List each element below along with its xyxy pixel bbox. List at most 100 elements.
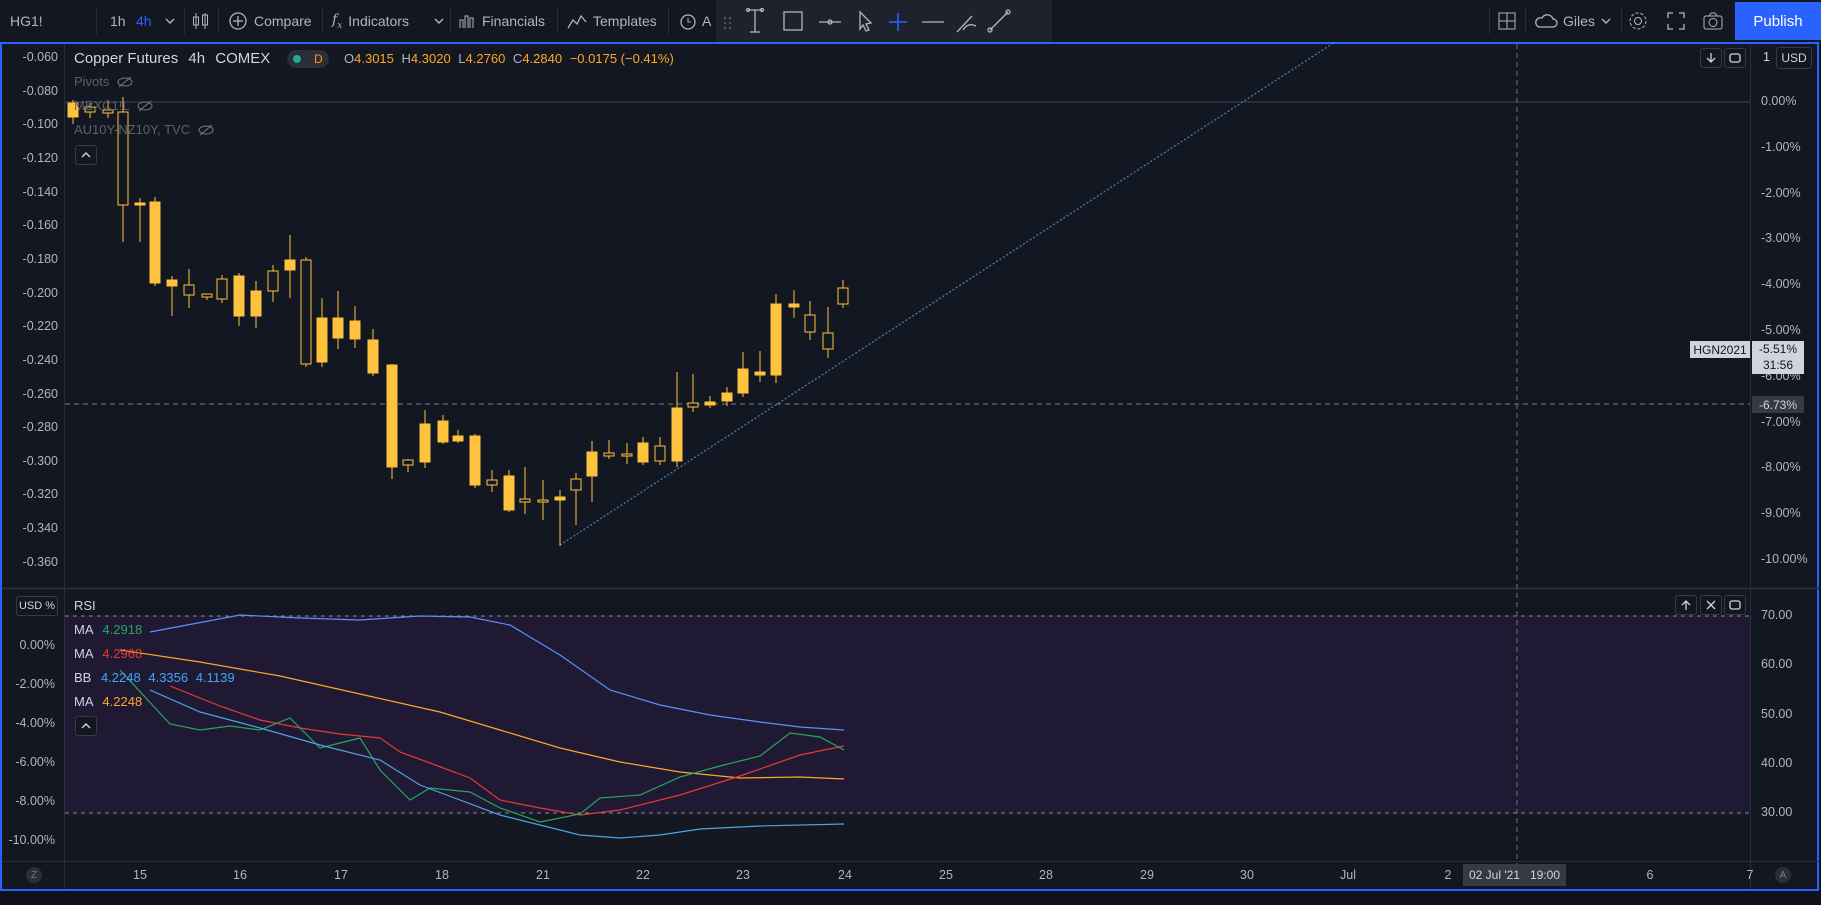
eye-hidden-icon[interactable] xyxy=(117,76,133,88)
candle xyxy=(503,470,515,512)
interval-dropdown-icon[interactable] xyxy=(164,0,176,42)
financials-button[interactable]: Financials xyxy=(458,0,545,42)
indicators-label: Indicators xyxy=(348,13,409,29)
currency-label: USD xyxy=(1781,51,1807,65)
time-axis-tick-label: Jul xyxy=(1340,868,1356,882)
layout-button[interactable] xyxy=(1497,0,1517,42)
collapse-legend-button[interactable] xyxy=(75,145,97,165)
candle xyxy=(149,197,161,286)
rsi-study-ma-3[interactable]: MA 4.2248 xyxy=(74,694,142,709)
study-legend-au10y[interactable]: AU10Y-NZ10Y, TVC xyxy=(74,122,214,137)
time-axis-zoom-button[interactable]: Z xyxy=(26,867,42,883)
symbol-legend[interactable]: Copper Futures 4h COMEX xyxy=(74,50,270,67)
rsi-study-line xyxy=(149,689,845,839)
left-axis-tick-label: -0.300 xyxy=(22,453,58,468)
eye-hidden-icon[interactable] xyxy=(198,124,214,136)
interval-1h-button[interactable]: 1h xyxy=(110,0,126,42)
user-cloud-button[interactable]: Giles xyxy=(1533,0,1595,42)
time-axis-tick-label: 7 xyxy=(1746,868,1754,882)
rsi-study-line xyxy=(169,685,845,816)
auto-scale-button[interactable]: A xyxy=(1775,867,1791,883)
zoom-button-label: Z xyxy=(30,869,38,881)
rectangle-icon[interactable] xyxy=(783,11,803,31)
rsi-study-bb[interactable]: BB 4.2248 4.3356 4.1139 xyxy=(74,670,235,685)
candle xyxy=(770,294,782,383)
right-axis-top-label: 1 xyxy=(1763,50,1770,64)
rsi-right-tick-label: 30.00 xyxy=(1761,805,1793,819)
text-cursor-icon[interactable] xyxy=(745,7,765,33)
chevron-up-icon xyxy=(81,723,91,729)
pane-close-button[interactable] xyxy=(1700,595,1722,615)
candle xyxy=(437,415,449,444)
brush-icon[interactable] xyxy=(956,15,977,33)
templates-label: Templates xyxy=(593,13,657,29)
arrow-down-icon xyxy=(1706,53,1716,63)
crosshair-icon[interactable] xyxy=(889,13,907,31)
study-value: 4.2968 xyxy=(102,646,143,661)
eye-hidden-icon[interactable] xyxy=(137,100,153,112)
interval-1h-label: 1h xyxy=(110,13,126,29)
left-axis-tick-label: -0.080 xyxy=(22,83,58,98)
fullscreen-button[interactable] xyxy=(1666,0,1686,42)
interval-4h-label: 4h xyxy=(136,13,152,29)
trend-line-icon[interactable] xyxy=(987,9,1011,33)
user-dropdown[interactable] xyxy=(1600,0,1612,42)
open-label: O xyxy=(344,51,355,66)
study-legend-mbxc[interactable]: MBXC1!L xyxy=(74,98,153,113)
user-label: Giles xyxy=(1563,13,1595,29)
low-value: 4.2760 xyxy=(465,51,506,66)
candle xyxy=(603,440,615,459)
candle xyxy=(267,265,279,302)
chart-type-button[interactable] xyxy=(192,0,210,42)
rsi-pane-maximize-button[interactable] xyxy=(1724,595,1746,615)
right-axis-tick-label: -5.00% xyxy=(1761,323,1801,337)
pane-move-down-button[interactable] xyxy=(1700,48,1722,68)
close-label: C xyxy=(512,51,523,66)
drag-handle-icon[interactable] xyxy=(723,16,732,30)
rsi-currency-button[interactable]: USD % xyxy=(16,596,58,616)
left-axis-tick-label: -0.180 xyxy=(22,251,58,266)
candle xyxy=(486,470,498,492)
layout-grid-icon xyxy=(1498,12,1516,30)
candle xyxy=(637,437,649,465)
study-value: 4.1139 xyxy=(195,670,235,685)
templates-button[interactable]: Templates xyxy=(567,0,657,42)
left-axis-tick-label: -0.140 xyxy=(22,184,58,199)
horizontal-line-icon[interactable] xyxy=(819,19,841,25)
symbol-search[interactable]: HG1! xyxy=(10,0,43,42)
interval-4h-button[interactable]: 4h xyxy=(136,0,152,42)
pane-move-up-button[interactable] xyxy=(1675,595,1697,615)
rsi-study-ma-2[interactable]: MA 4.2968 xyxy=(74,646,142,661)
candles-icon xyxy=(193,13,208,29)
candle xyxy=(316,298,328,367)
high-label: H xyxy=(401,51,411,66)
market-status-badge[interactable]: D xyxy=(287,50,329,68)
pane-maximize-button[interactable] xyxy=(1724,48,1746,68)
snapshot-button[interactable] xyxy=(1702,0,1724,42)
compare-button[interactable]: Compare xyxy=(228,0,312,42)
last-price-value: -5.51% xyxy=(1758,342,1798,356)
study-name: MA xyxy=(74,694,93,709)
rsi-title[interactable]: RSI xyxy=(74,598,96,613)
settings-button[interactable] xyxy=(1627,0,1649,42)
cursor-arrow-icon[interactable] xyxy=(859,10,873,32)
collapse-rsi-legend-button[interactable] xyxy=(75,716,97,736)
candle xyxy=(687,374,699,412)
indicators-button[interactable]: fx Indicators xyxy=(332,0,409,42)
alert-button[interactable]: A xyxy=(678,0,711,42)
candle xyxy=(452,430,464,443)
publish-button[interactable]: Publish xyxy=(1735,2,1821,40)
gear-icon xyxy=(1629,12,1647,30)
rsi-study-ma-1[interactable]: MA 4.2918 xyxy=(74,622,142,637)
study-legend-pivots[interactable]: Pivots xyxy=(74,74,133,89)
candle xyxy=(570,473,582,525)
currency-button[interactable]: USD xyxy=(1776,47,1812,69)
candle xyxy=(519,467,531,514)
compare-label: Compare xyxy=(254,13,312,29)
symbol-tag: HGN2021 xyxy=(1690,341,1750,358)
indicators-dropdown[interactable] xyxy=(433,0,445,42)
study-name: AU10Y-NZ10Y, TVC xyxy=(74,122,191,137)
right-axis-tick-label: -7.00% xyxy=(1761,414,1801,429)
